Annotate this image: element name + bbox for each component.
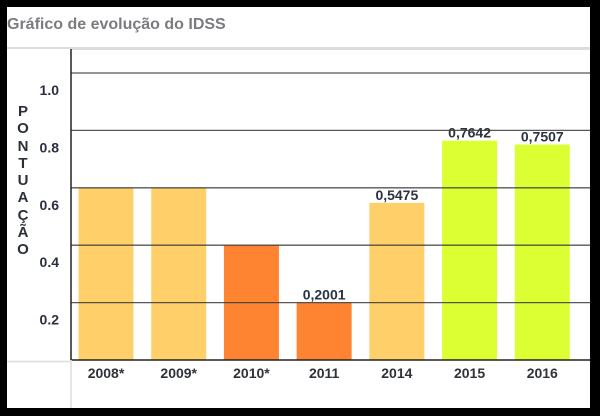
y-axis-label-letter: O bbox=[17, 241, 29, 259]
y-tick-label: 0.8 bbox=[40, 139, 60, 155]
y-axis-label-letter: Ã bbox=[17, 224, 29, 242]
bar-2008 bbox=[78, 187, 134, 360]
x-tick-label: 2009* bbox=[160, 365, 197, 381]
y-tick-label: 0.2 bbox=[40, 312, 60, 328]
chart-title: Gráfico de evolução do IDSS bbox=[7, 16, 226, 33]
y-axis-label-letter: N bbox=[17, 137, 29, 155]
bar-chart: 2008* 2009* 2010* 2011 0,2001 2014 0,5475 2015 0… bbox=[7, 48, 590, 408]
bar-2015 bbox=[442, 140, 498, 360]
x-tick-label: 2014 bbox=[381, 365, 412, 381]
data-label: 0,5475 bbox=[375, 187, 418, 203]
y-axis-label-letter: T bbox=[18, 154, 28, 172]
x-tick-label: 2015 bbox=[454, 365, 485, 381]
x-tick-label: 2010* bbox=[233, 365, 270, 381]
y-axis-label-letter: U bbox=[17, 172, 29, 190]
y-tick-label: 1.0 bbox=[40, 82, 60, 98]
data-label: 0,7642 bbox=[448, 125, 491, 141]
x-tick-label: 2011 bbox=[309, 365, 340, 381]
bar-2016 bbox=[514, 144, 570, 360]
y-axis-label-letter: Ç bbox=[17, 206, 29, 224]
data-label: 0,7507 bbox=[521, 129, 564, 145]
y-axis-label-letter: O bbox=[17, 120, 29, 138]
y-axis-label-letter: A bbox=[17, 189, 29, 207]
data-label: 0,2001 bbox=[303, 287, 346, 303]
y-tick-label: 0.4 bbox=[40, 254, 60, 270]
y-tick-label: 0.6 bbox=[40, 197, 60, 213]
x-tick-label: 2016 bbox=[527, 365, 558, 381]
x-tick-label: 2008* bbox=[88, 365, 125, 381]
bar-2011 bbox=[296, 302, 352, 360]
bar-2014 bbox=[369, 202, 425, 360]
bar-2009 bbox=[151, 187, 207, 360]
y-axis-label-letter: P bbox=[17, 103, 28, 120]
